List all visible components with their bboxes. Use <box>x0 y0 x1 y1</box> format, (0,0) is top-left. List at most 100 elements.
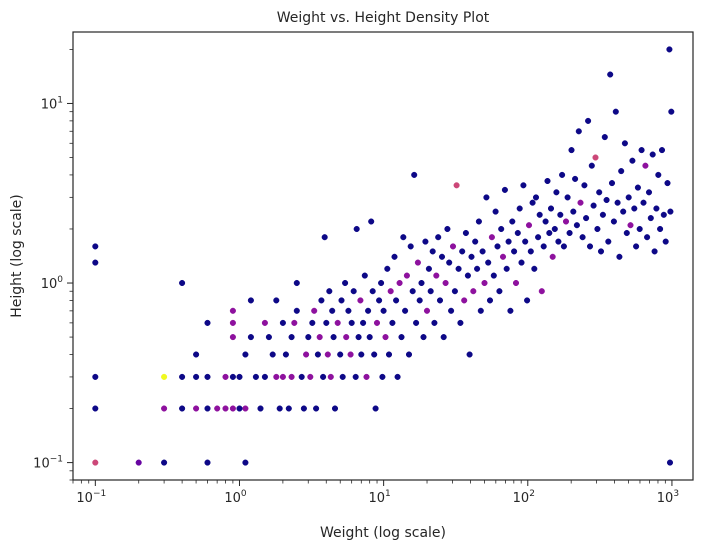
data-point <box>474 265 481 272</box>
data-point <box>342 279 349 287</box>
data-point <box>257 405 264 412</box>
data-point <box>321 234 328 241</box>
data-point <box>557 211 564 218</box>
data-point <box>161 459 168 466</box>
data-point <box>285 405 292 412</box>
data-point <box>391 253 398 260</box>
data-point <box>462 229 469 237</box>
data-point <box>562 218 570 225</box>
chart-title: Weight vs. Height Density Plot <box>277 10 490 26</box>
data-point <box>453 182 460 189</box>
data-point <box>222 373 229 380</box>
data-point <box>416 297 423 304</box>
data-point <box>92 243 99 250</box>
data-point <box>466 351 473 358</box>
data-point <box>546 229 553 237</box>
data-point <box>603 196 610 204</box>
data-point <box>331 405 339 412</box>
data-point <box>389 319 396 326</box>
data-point <box>573 222 580 229</box>
data-point <box>657 225 664 233</box>
data-point <box>440 334 447 341</box>
data-point <box>488 234 495 241</box>
data-point <box>436 297 444 304</box>
data-point <box>464 272 471 279</box>
data-point <box>551 225 558 233</box>
data-point <box>610 218 617 225</box>
data-point <box>638 147 645 154</box>
data-point <box>318 297 325 304</box>
data-point <box>579 234 586 241</box>
plot-area <box>72 31 694 481</box>
data-point <box>313 405 320 412</box>
data-point <box>425 265 432 272</box>
data-point <box>282 351 289 358</box>
data-point <box>614 199 621 206</box>
data-point <box>242 405 249 412</box>
data-point <box>544 177 551 185</box>
data-point <box>357 297 364 304</box>
data-point <box>387 288 394 295</box>
data-point <box>361 272 368 279</box>
data-point <box>468 253 475 260</box>
data-point <box>568 147 575 154</box>
plot-frame <box>72 31 694 481</box>
data-point <box>347 351 354 358</box>
data-point <box>494 243 501 250</box>
data-point <box>483 194 490 201</box>
data-point <box>540 243 547 250</box>
data-point <box>503 265 510 272</box>
data-point <box>518 259 525 266</box>
data-point <box>475 218 482 225</box>
data-point <box>668 108 675 115</box>
data-point <box>501 186 508 193</box>
data-point <box>570 208 577 215</box>
data-point <box>618 168 625 175</box>
data-point <box>247 297 254 304</box>
data-point <box>509 218 516 225</box>
y-axis-label: Height (log scale) <box>9 194 25 318</box>
data-point <box>536 211 543 218</box>
data-point <box>229 307 236 314</box>
data-point <box>323 319 330 326</box>
x-axis: 10−1 100 101 102 103 <box>72 480 679 506</box>
data-point <box>179 373 186 380</box>
data-point <box>394 373 401 380</box>
data-point <box>288 373 295 380</box>
data-point <box>514 229 521 237</box>
data-point <box>664 180 671 187</box>
data-point <box>420 334 427 341</box>
data-point <box>538 288 545 295</box>
data-point <box>605 238 612 245</box>
data-point <box>422 238 429 245</box>
data-point <box>527 248 534 255</box>
data-point <box>316 334 323 341</box>
data-point <box>236 373 243 380</box>
data-point <box>512 279 520 287</box>
data-point <box>279 319 286 326</box>
data-point <box>633 243 640 250</box>
data-point <box>193 351 200 358</box>
data-point <box>265 334 272 341</box>
data-point <box>448 307 455 314</box>
data-point <box>379 373 386 380</box>
data-point <box>423 307 431 314</box>
data-point <box>457 319 464 326</box>
data-point <box>431 319 438 326</box>
data-point <box>444 225 451 233</box>
data-point <box>451 288 458 295</box>
data-point <box>193 373 200 380</box>
data-point <box>405 351 413 358</box>
data-point <box>499 253 507 260</box>
data-point <box>627 222 634 229</box>
data-point <box>655 171 662 178</box>
data-point <box>261 319 268 326</box>
data-point <box>279 373 286 380</box>
data-point <box>273 297 280 304</box>
data-point <box>378 279 385 287</box>
data-point <box>531 265 538 272</box>
data-point <box>307 373 314 380</box>
data-point <box>161 405 168 412</box>
x-tick-label: 100 <box>224 489 247 506</box>
data-point <box>179 279 186 287</box>
